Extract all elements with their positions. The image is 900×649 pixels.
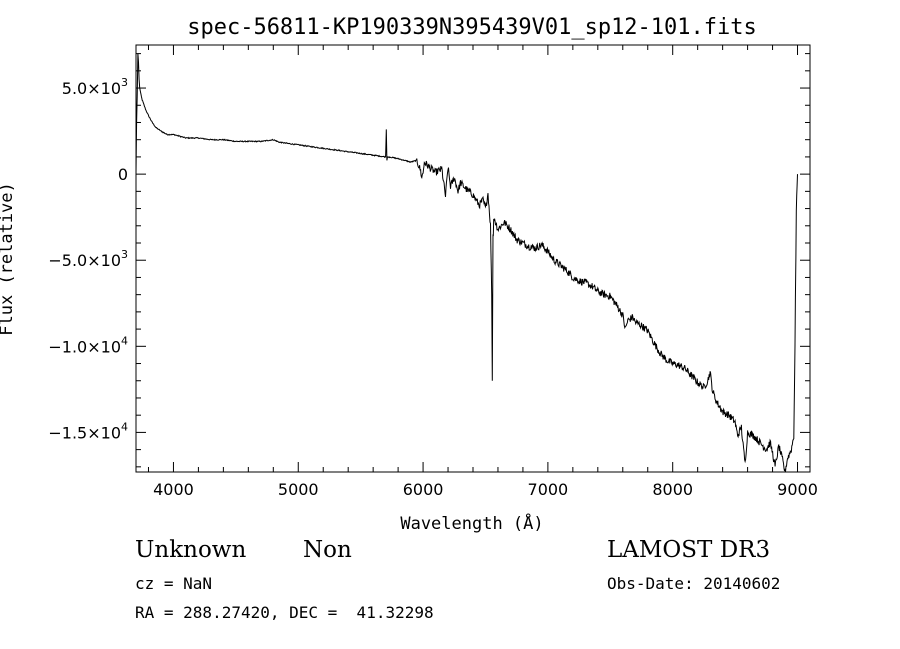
y-tick-label: −1.0×104 [48, 334, 128, 356]
plot-frame [135, 44, 811, 473]
object-subtype: Non [303, 537, 352, 563]
x-axis-label: Wavelength (Å) [400, 512, 543, 534]
axes: 4000 5000 6000 7000 8000 9000 5.0×103 0 −5.0×103… [48, 44, 818, 499]
x-tick-label: 8000 [652, 480, 693, 499]
x-tick-label: 4000 [153, 480, 194, 499]
spectrum-line [135, 53, 798, 473]
coordinates: RA = 288.27420, DEC = 41.32298 [135, 603, 434, 622]
y-tick-label: −1.5×104 [48, 420, 128, 442]
object-type: Unknown [135, 537, 247, 563]
y-tick-label: −5.0×103 [48, 248, 128, 270]
y-tick-label: 0 [118, 165, 128, 184]
x-tick-label: 6000 [403, 480, 444, 499]
x-tick-label: 5000 [278, 480, 319, 499]
chart-title: spec-56811-KP190339N395439V01_sp12-101.f… [187, 15, 757, 40]
y-axis-label: Flux (relative) [0, 182, 17, 336]
x-tick-label: 9000 [777, 480, 818, 499]
redshift-cz: cz = NaN [135, 574, 213, 593]
x-tick-label: 7000 [528, 480, 569, 499]
survey-name: LAMOST DR3 [607, 537, 771, 563]
y-tick-label: 5.0×103 [62, 76, 128, 98]
obs-date: Obs-Date: 20140602 [607, 574, 781, 593]
